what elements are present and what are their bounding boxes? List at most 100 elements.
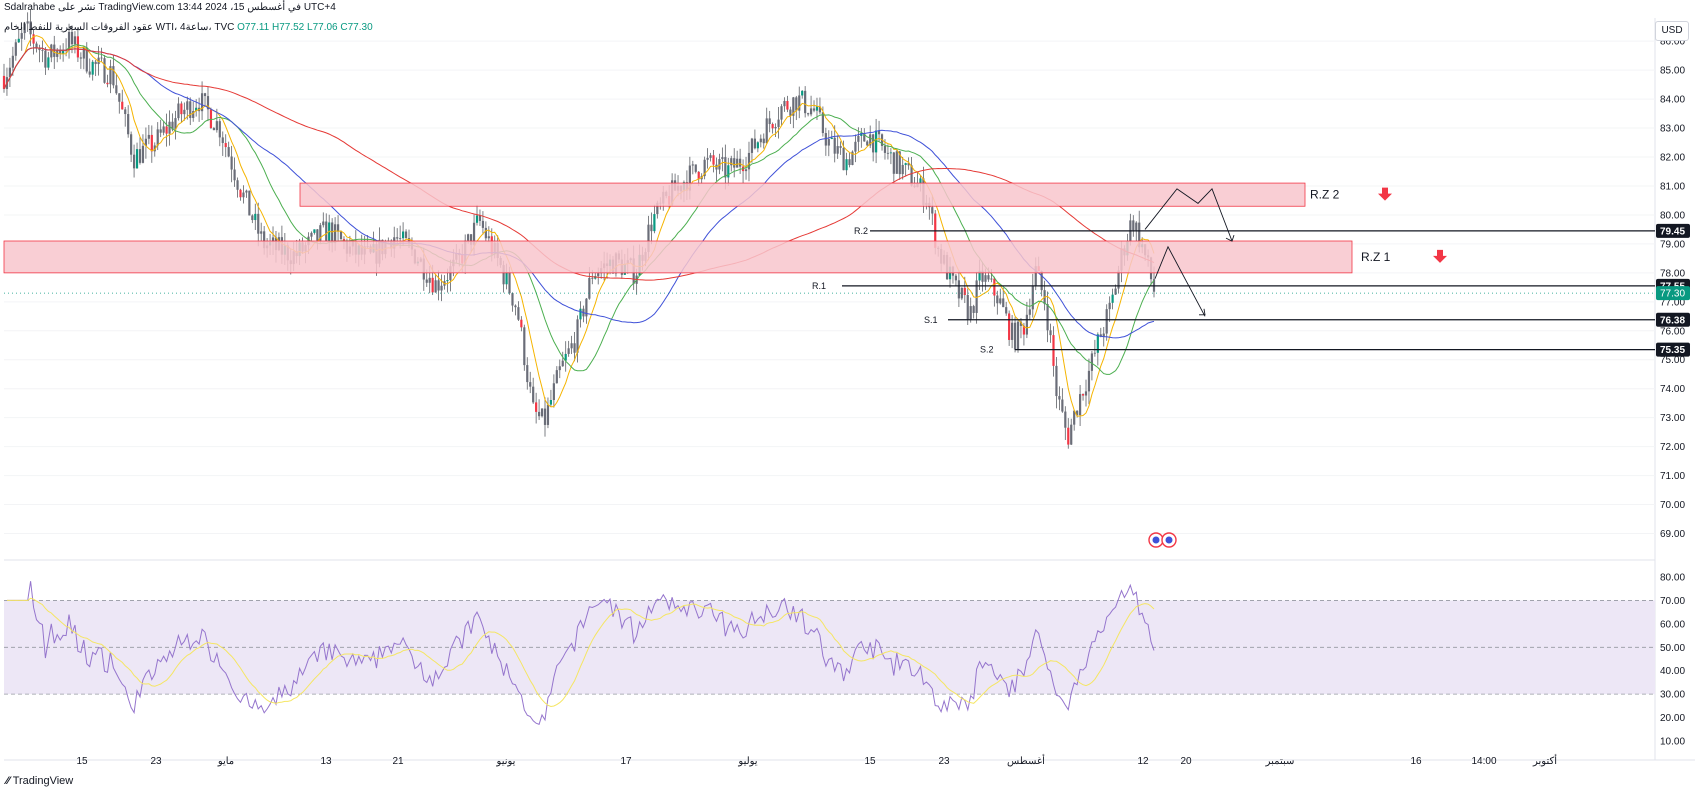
- rsi-ma-line: [7, 597, 1155, 708]
- candle-body: [165, 126, 168, 134]
- candle-body: [718, 159, 721, 170]
- candle-body: [597, 273, 600, 277]
- candle-body: [91, 61, 94, 75]
- candle-body: [26, 21, 29, 24]
- candle-body: [200, 93, 204, 112]
- candle-body: [801, 90, 804, 96]
- candle-body: [1138, 222, 1141, 248]
- candle-body: [339, 231, 343, 240]
- candle-body: [2, 75, 6, 89]
- rsi-tick-label: 80.00: [1660, 573, 1685, 584]
- tradingview-logo[interactable]: ⁄⁄ TradingView: [6, 775, 73, 787]
- time-tick-label: يوليو: [737, 756, 757, 767]
- candle-body: [271, 237, 275, 243]
- candle-body: [753, 138, 756, 149]
- candle-body: [1034, 266, 1037, 286]
- candle-body: [1031, 285, 1034, 310]
- rsi-tick-label: 40.00: [1660, 666, 1685, 677]
- candle-body: [851, 151, 854, 165]
- candle-body: [712, 155, 715, 165]
- candle-body: [854, 141, 857, 152]
- candle-body: [67, 31, 71, 51]
- price-tick-label: 80.00: [1660, 210, 1685, 221]
- candle-body: [730, 158, 733, 166]
- candle-body: [1022, 325, 1026, 335]
- candle-body: [254, 213, 257, 221]
- candle-body: [543, 408, 547, 425]
- candle-body: [954, 275, 958, 281]
- candle-body: [159, 129, 162, 133]
- candle-body: [502, 265, 505, 285]
- level-price-value: 75.35: [1660, 345, 1685, 356]
- level-label: R.1: [812, 281, 826, 291]
- candle-body: [32, 34, 35, 44]
- price-tick-label: 84.00: [1660, 95, 1685, 106]
- candle-body: [892, 152, 895, 174]
- candle-body: [561, 360, 564, 367]
- time-tick-label: 23: [150, 756, 162, 767]
- candle-body: [558, 366, 561, 371]
- candle-body: [1016, 321, 1020, 350]
- candle-body: [762, 138, 765, 144]
- candle-body: [987, 275, 990, 280]
- candle-body: [996, 295, 999, 304]
- price-tick-label: 79.00: [1660, 239, 1685, 250]
- candle-body: [798, 95, 801, 111]
- time-tick-label: أغسطس: [1007, 754, 1045, 767]
- candle-body: [780, 106, 783, 120]
- candle-body: [112, 66, 115, 86]
- candle-body: [765, 118, 768, 144]
- candle-body: [62, 50, 65, 54]
- candle-body: [73, 36, 77, 45]
- candle-body: [812, 108, 816, 111]
- candle-body: [118, 93, 121, 102]
- candle-body: [132, 154, 136, 169]
- ohlc-open: O77.11: [237, 22, 270, 33]
- candle-body: [969, 306, 972, 320]
- candle-body: [82, 47, 85, 59]
- candle-body: [869, 134, 872, 146]
- candle-body: [144, 138, 148, 146]
- candle-body: [546, 404, 550, 425]
- candle-body: [248, 190, 251, 216]
- candle-body: [399, 238, 402, 240]
- candle-body: [130, 134, 133, 155]
- candle-body: [437, 280, 440, 291]
- candle-body: [511, 293, 514, 306]
- level-price-tag: [1656, 342, 1690, 357]
- candle-body: [121, 101, 124, 110]
- candle-body: [209, 109, 213, 129]
- candle-body: [866, 141, 869, 146]
- candle-body: [177, 103, 180, 119]
- candle-body: [227, 147, 230, 157]
- candle-body: [981, 270, 984, 282]
- last-price-tag: [1656, 286, 1690, 301]
- event-flag-icon-core: [1152, 536, 1160, 544]
- candle-body: [706, 157, 709, 160]
- candle-body: [990, 278, 993, 280]
- candle-body: [1002, 298, 1005, 308]
- candle-body: [552, 383, 555, 401]
- time-tick-label: 20: [1180, 756, 1192, 767]
- candle-body: [815, 106, 819, 111]
- candle-body: [396, 237, 399, 239]
- candle-body: [203, 93, 207, 97]
- candle-body: [744, 169, 748, 172]
- candle-body: [523, 327, 526, 366]
- candle-body: [656, 202, 659, 215]
- candle-body: [792, 97, 795, 116]
- candle-body: [910, 165, 913, 186]
- candle-body: [975, 280, 978, 313]
- candle-body: [239, 189, 242, 198]
- candle-body: [79, 57, 82, 59]
- candle-body: [567, 348, 570, 354]
- candle-body: [180, 103, 183, 115]
- candle-body: [310, 232, 313, 237]
- candle-body: [162, 126, 165, 133]
- currency-button[interactable]: USD: [1655, 21, 1689, 41]
- candle-body: [221, 137, 224, 144]
- candle-body: [23, 23, 26, 34]
- candle-body: [1019, 321, 1023, 326]
- zone-label: R.Z 1: [1361, 250, 1391, 264]
